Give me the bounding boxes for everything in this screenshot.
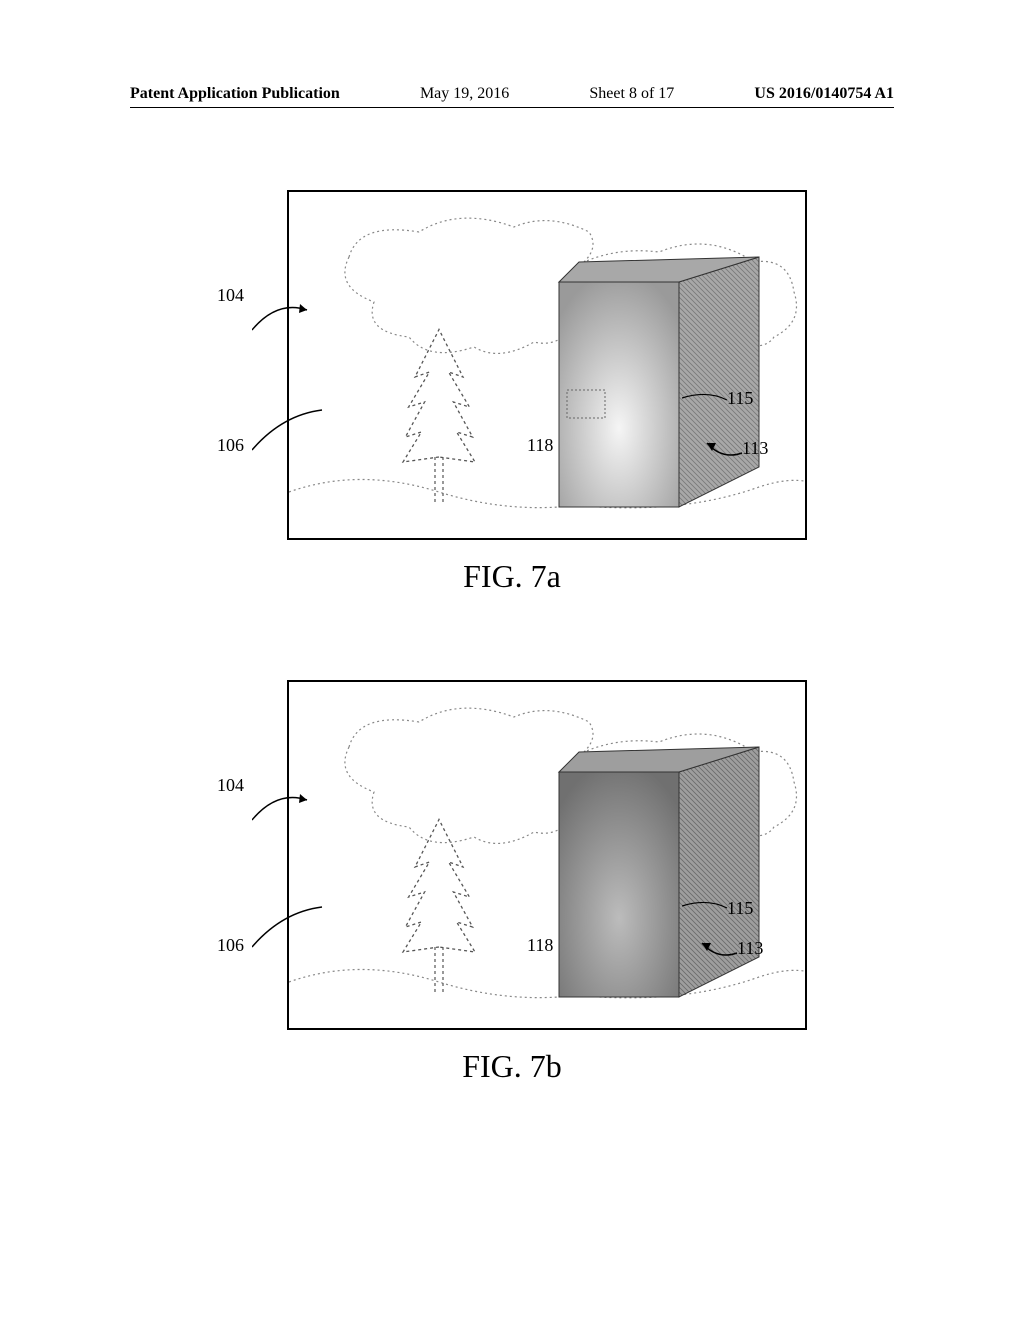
leader-113-a: [702, 435, 752, 465]
page-header: Patent Application Publication May 19, 2…: [130, 85, 894, 108]
figure-7b-block: 104 106 118 115 113 FIG. 7b: [217, 680, 807, 1085]
figure-7a-caption: FIG. 7a: [217, 558, 807, 595]
figure-7a-block: 104 106 118 115 113 FIG. 7a: [217, 190, 807, 595]
leader-104-b: [252, 785, 342, 835]
ref-106-a: 106: [217, 435, 244, 456]
figure-7a-svg: [289, 192, 807, 540]
publication-number: US 2016/0140754 A1: [754, 85, 894, 103]
sheet-number: Sheet 8 of 17: [589, 85, 674, 103]
leader-115-a: [682, 390, 732, 415]
figure-7a-frame: [287, 190, 807, 540]
figure-7b-svg: [289, 682, 807, 1030]
ref-104-b: 104: [217, 775, 244, 796]
ref-106-b: 106: [217, 935, 244, 956]
leader-115-b: [682, 898, 732, 923]
ref-118-a: 118: [527, 435, 553, 456]
leader-106-a: [252, 405, 342, 465]
leader-113-b: [697, 935, 747, 965]
publication-type: Patent Application Publication: [130, 85, 340, 103]
leader-106-b: [252, 902, 342, 957]
figure-7b-frame: [287, 680, 807, 1030]
ref-118-b: 118: [527, 935, 553, 956]
figure-7b-caption: FIG. 7b: [217, 1048, 807, 1085]
leader-104-a: [252, 295, 342, 345]
ref-104-a: 104: [217, 285, 244, 306]
publication-date: May 19, 2016: [420, 85, 509, 103]
